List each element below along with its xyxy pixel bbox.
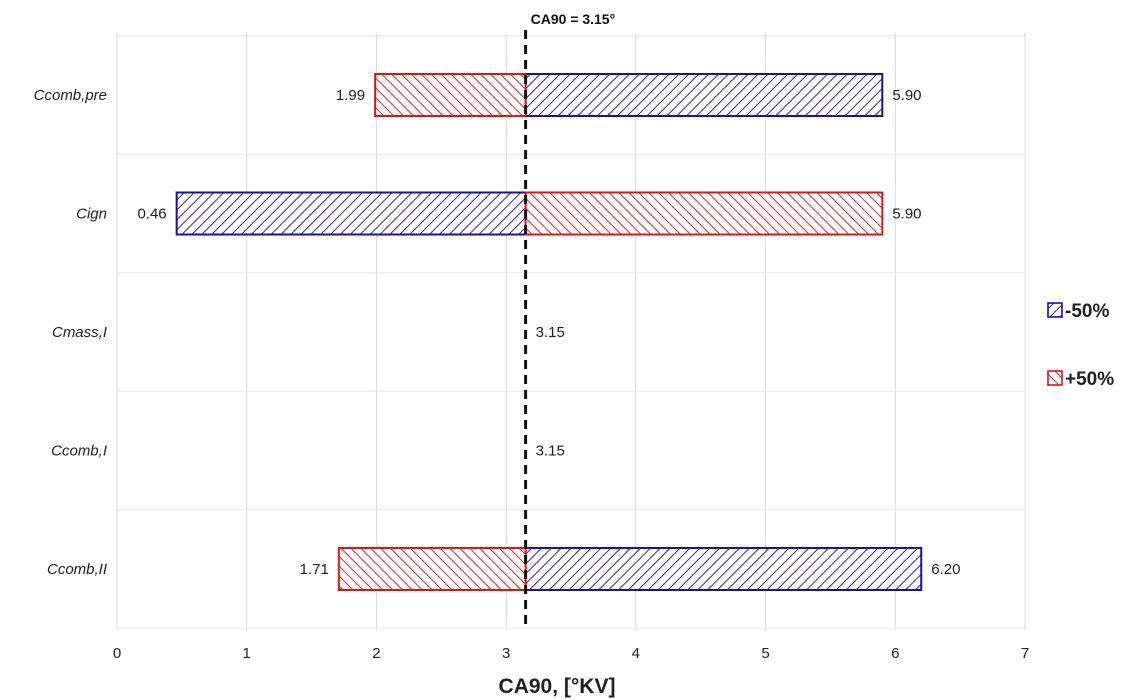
x-tick-label: 5 bbox=[761, 645, 769, 662]
bar-minus50-1 bbox=[175, 191, 527, 236]
x-tick-label: 7 bbox=[1021, 645, 1029, 662]
bar-plus50-0 bbox=[374, 73, 527, 117]
category-label: Cign bbox=[76, 206, 107, 223]
grid-layer bbox=[116, 33, 1026, 630]
data-label: 3.15 bbox=[536, 324, 565, 341]
data-label: 0.46 bbox=[137, 206, 166, 223]
bar-minus50-0 bbox=[524, 73, 884, 117]
baseline-layer: CA90 = 3.15° bbox=[524, 11, 616, 630]
data-label: 1.99 bbox=[336, 87, 365, 104]
category-label: Ccomb,I bbox=[51, 443, 107, 460]
data-label: 6.20 bbox=[931, 561, 960, 578]
x-tick-label: 3 bbox=[502, 645, 510, 662]
bar-plus50-1 bbox=[524, 191, 884, 236]
data-label: 5.90 bbox=[892, 206, 921, 223]
x-tick-label: 2 bbox=[372, 645, 380, 662]
baseline-label: CA90 = 3.15° bbox=[531, 11, 616, 27]
category-label: Ccomb,pre bbox=[34, 87, 107, 104]
x-tick-label: 0 bbox=[113, 645, 121, 662]
x-tick-label: 1 bbox=[243, 645, 251, 662]
bar-minus50-4 bbox=[524, 547, 923, 591]
x-axis-title: CA90, [°KV] bbox=[499, 675, 616, 698]
legend-label: +50% bbox=[1065, 369, 1114, 390]
legend-swatch bbox=[1047, 370, 1063, 386]
labels-layer: Ccomb,pre Cign Cmass,I Ccomb,I Ccomb,II 0 1 2 3 4… bbox=[34, 87, 1030, 698]
data-label: 5.90 bbox=[892, 87, 921, 104]
category-label: Cmass,I bbox=[52, 324, 107, 341]
x-tick-label: 4 bbox=[632, 645, 640, 662]
data-label: 3.15 bbox=[536, 443, 565, 460]
category-label: Ccomb,II bbox=[47, 561, 107, 578]
legend: -50% +50% bbox=[1047, 301, 1114, 390]
bars-layer bbox=[175, 73, 923, 591]
legend-label: -50% bbox=[1065, 301, 1109, 322]
x-tick-label: 6 bbox=[891, 645, 899, 662]
bar-plus50-4 bbox=[337, 547, 527, 591]
data-label: 1.71 bbox=[300, 561, 329, 578]
legend-swatch bbox=[1047, 302, 1063, 318]
